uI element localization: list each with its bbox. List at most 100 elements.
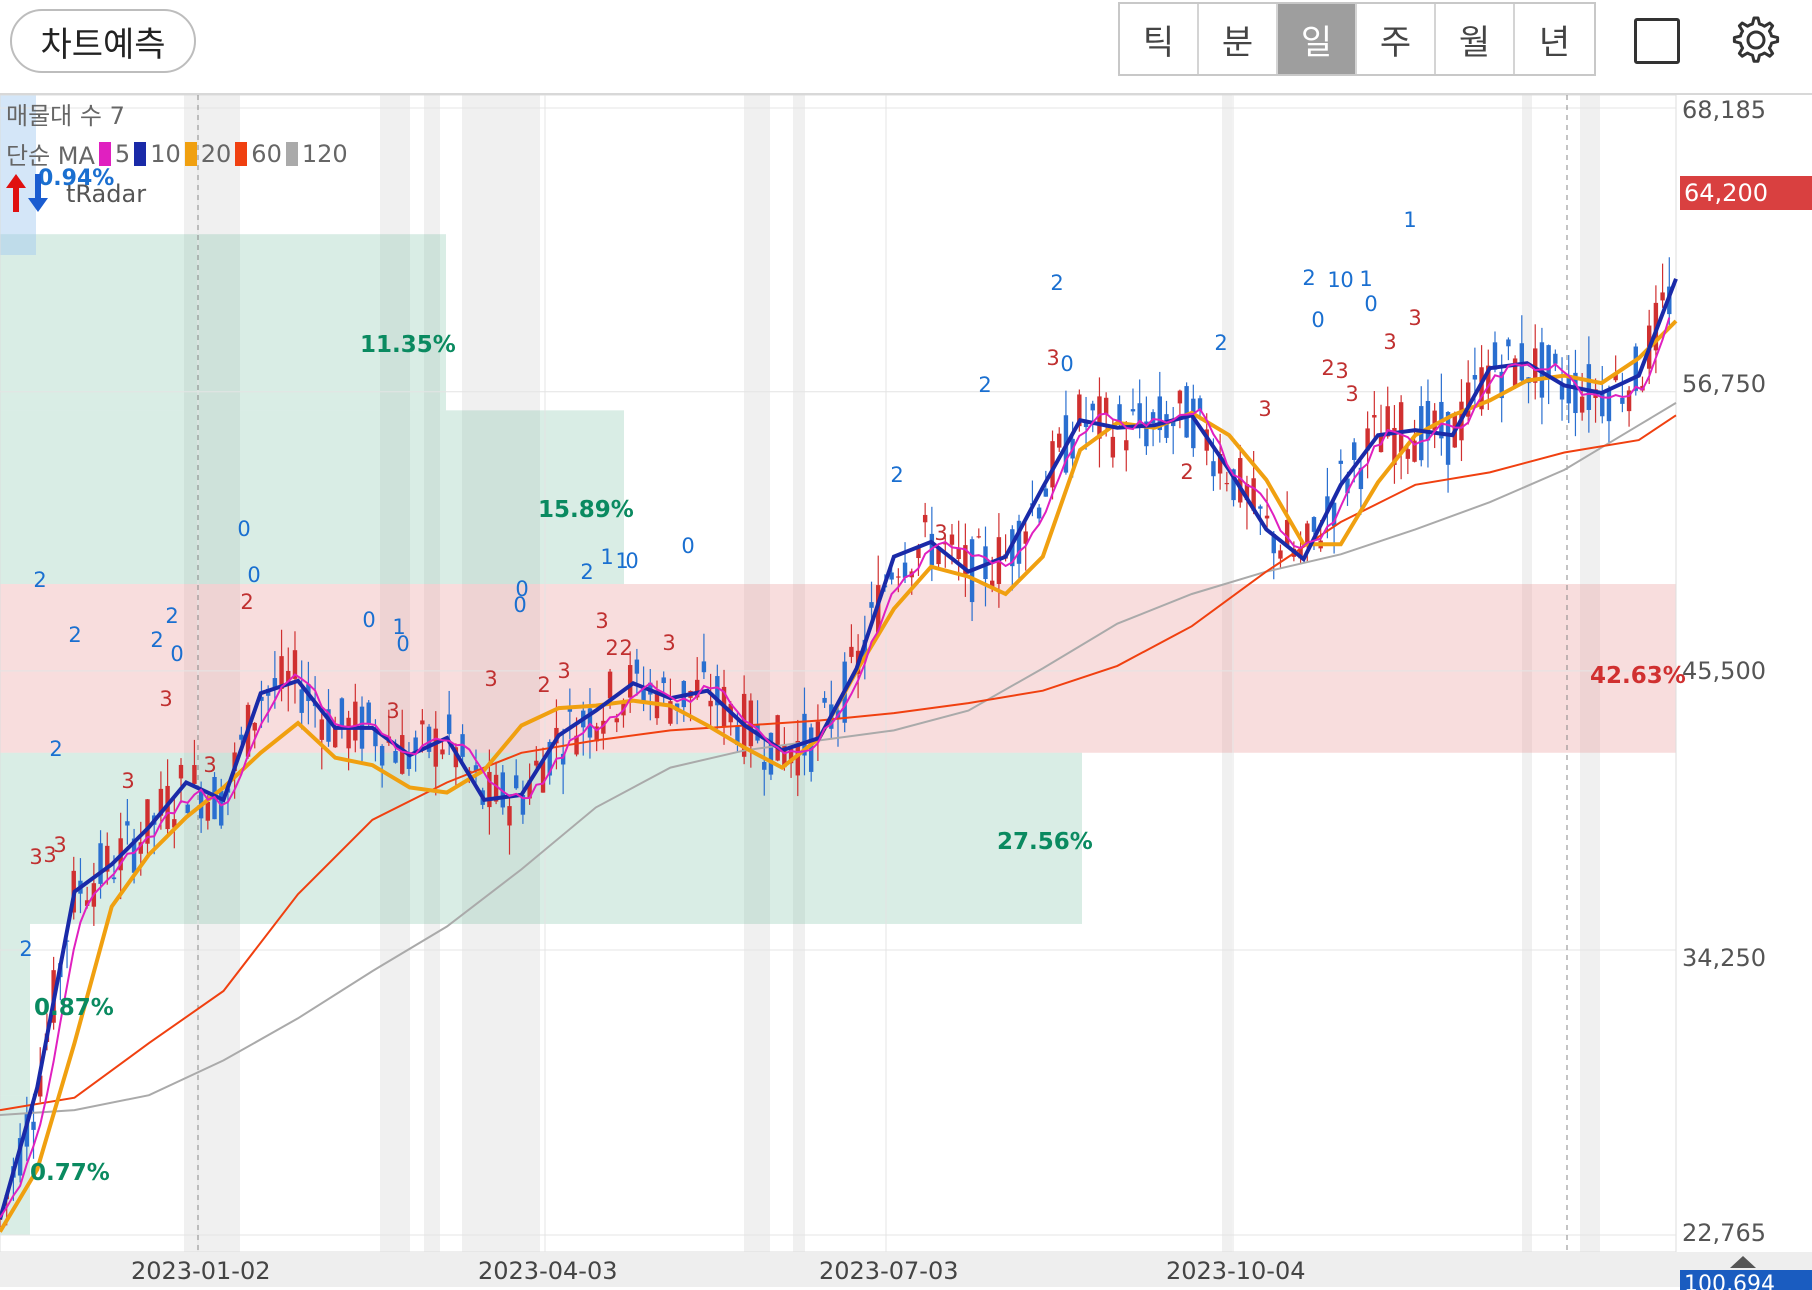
candle-body xyxy=(916,546,921,559)
candle-body xyxy=(373,731,378,747)
signal-label: 1 xyxy=(1327,268,1340,292)
candle-body xyxy=(1398,402,1404,453)
signal-label: 3 xyxy=(43,843,56,867)
ma120-swatch xyxy=(285,141,298,166)
weekend-shading xyxy=(184,95,1600,1252)
candle-body xyxy=(1372,415,1377,418)
candle-body xyxy=(1090,403,1095,411)
candle-body xyxy=(1338,460,1343,464)
candle-body xyxy=(1506,339,1511,347)
candle-body xyxy=(1620,397,1625,404)
candle-body xyxy=(1036,507,1042,519)
candle-body xyxy=(889,572,894,580)
candle-body xyxy=(426,726,432,752)
candle-body xyxy=(1559,383,1565,400)
candle-body xyxy=(185,804,190,814)
signal-label: 3 xyxy=(934,521,947,545)
candle-body xyxy=(1573,372,1578,414)
candle-body xyxy=(1177,390,1183,404)
y-tick-label: 68,185 xyxy=(1682,96,1766,124)
candle-body xyxy=(1486,365,1491,394)
candle-body xyxy=(1238,458,1243,503)
candle-body xyxy=(1392,427,1397,465)
candle-body xyxy=(1150,412,1156,423)
candle-body xyxy=(1110,436,1116,458)
tab-year[interactable]: 년 xyxy=(1515,4,1594,74)
candle-body xyxy=(1130,409,1136,412)
candle-body xyxy=(111,877,117,880)
candle-body xyxy=(1586,364,1592,410)
candle-body xyxy=(1546,345,1551,379)
tab-month[interactable]: 월 xyxy=(1436,4,1515,74)
moving-averages xyxy=(0,278,1678,1233)
candle-body xyxy=(795,740,800,776)
candle-body xyxy=(936,548,941,565)
candle-body xyxy=(849,646,854,657)
zone-percent: 27.56% xyxy=(997,829,1093,855)
square-icon[interactable] xyxy=(1634,18,1680,64)
zone-percent: 11.35% xyxy=(360,332,456,358)
candle-body xyxy=(1083,420,1089,428)
candle-body xyxy=(668,701,673,724)
tab-tick[interactable]: 틱 xyxy=(1120,4,1199,74)
candle-body xyxy=(1191,398,1196,449)
candle-body xyxy=(125,821,130,826)
shade-band xyxy=(380,95,410,1252)
candle-body xyxy=(1479,367,1484,410)
candle-body xyxy=(1533,348,1538,383)
candle-body xyxy=(1211,461,1216,477)
candle-body xyxy=(574,735,579,755)
y-tick-label: 22,765 xyxy=(1682,1219,1766,1247)
ma-legend: 단순 MA 5 10 20 60 120 xyxy=(6,136,348,171)
candle-body xyxy=(534,760,539,766)
ma20-swatch xyxy=(184,141,197,166)
candle-body xyxy=(346,717,351,749)
candle-body xyxy=(869,602,874,608)
signal-label: 3 xyxy=(1046,346,1059,370)
candle-body xyxy=(145,799,150,844)
ma5-swatch xyxy=(98,141,111,166)
candle-body xyxy=(1023,531,1028,544)
candle-body xyxy=(708,700,713,707)
candle-body xyxy=(1298,546,1303,559)
x-tick-label: 2023-04-03 xyxy=(478,1257,618,1285)
shade-band xyxy=(1522,95,1532,1252)
ma-prefix: 단순 MA xyxy=(6,142,95,170)
volume-zone xyxy=(0,923,30,1096)
ma120-label: 120 xyxy=(301,139,348,168)
tab-minute[interactable]: 분 xyxy=(1199,4,1278,74)
signal-label: 2 xyxy=(49,737,62,761)
candle-body xyxy=(607,671,613,699)
candle-body xyxy=(560,753,566,765)
shade-band xyxy=(793,95,805,1252)
candle-body xyxy=(1499,371,1504,399)
y-tick-label: 45,500 xyxy=(1682,657,1766,685)
candle-body xyxy=(1244,483,1250,501)
volume-zone xyxy=(0,410,624,585)
chart-predict-button[interactable]: 차트예측 xyxy=(10,9,196,73)
tradar-percent: 0.94% xyxy=(38,166,115,191)
ma5-line xyxy=(0,317,1671,1219)
candle-body xyxy=(1465,382,1471,417)
candle-body xyxy=(38,1075,43,1097)
candle-body xyxy=(252,722,257,731)
tab-day[interactable]: 일 xyxy=(1278,4,1357,74)
candle-body xyxy=(138,842,143,854)
candle-body xyxy=(192,765,197,784)
tab-week[interactable]: 주 xyxy=(1357,4,1436,74)
candle-body xyxy=(1231,469,1236,501)
candle-body xyxy=(520,794,526,815)
candle-body xyxy=(205,801,211,821)
tradar-zone xyxy=(0,95,36,255)
gear-icon[interactable] xyxy=(1726,12,1782,68)
candle-body xyxy=(172,819,177,828)
candle-body xyxy=(1365,428,1370,451)
candle-body xyxy=(614,718,619,723)
candle-body xyxy=(1217,453,1223,474)
candle-body xyxy=(1271,534,1276,554)
candle-body xyxy=(1566,378,1571,404)
scroll-up-icon[interactable] xyxy=(1728,1254,1758,1270)
signal-label: 2 xyxy=(1302,266,1315,290)
candle-body xyxy=(31,1121,36,1130)
